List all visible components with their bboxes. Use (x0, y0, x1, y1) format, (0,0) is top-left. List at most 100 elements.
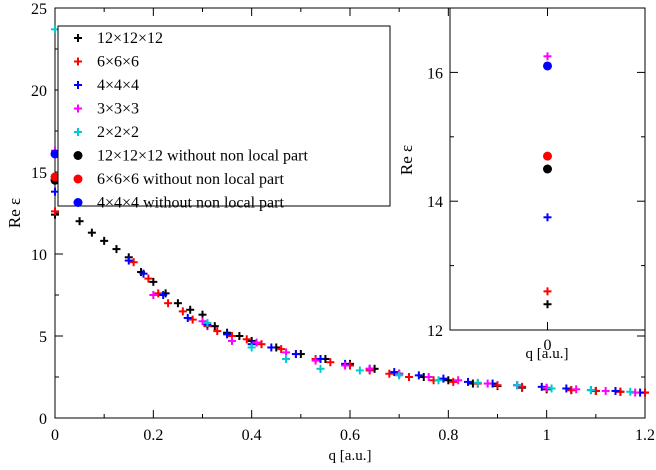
legend-marker (74, 81, 82, 89)
inset-data-point (543, 52, 552, 61)
data-point (154, 289, 163, 298)
data-point (144, 274, 153, 283)
data-point (439, 374, 448, 383)
data-point (473, 378, 482, 387)
data-point (228, 336, 236, 345)
data-point (449, 377, 458, 386)
legend-marker (73, 174, 83, 184)
data-point (188, 315, 197, 324)
data-point (282, 354, 291, 363)
inset-x-axis-label: q [a.u.] (526, 346, 569, 362)
legend-label: 2×2×2 (97, 124, 139, 141)
legend-label: 4×4×4 without non local part (97, 195, 284, 212)
inset-data-point (543, 151, 552, 161)
inset-data-point (543, 287, 552, 296)
data-point (159, 291, 168, 299)
data-point (203, 318, 212, 327)
data-point (547, 384, 556, 393)
data-point (316, 354, 325, 363)
legend-box (57, 25, 391, 207)
data-point (483, 379, 492, 388)
data-point (124, 256, 133, 265)
data-point (252, 338, 261, 347)
x-tick-label: 1.2 (635, 427, 655, 444)
inset-data-point (543, 61, 552, 71)
legend-label: 12×12×12 without non local part (97, 148, 308, 165)
data-point (385, 369, 394, 378)
data-point (434, 376, 443, 385)
data-point (51, 207, 59, 216)
data-point (414, 371, 423, 380)
main-x-axis: 0 0.2 0.4 0.6 0.8 1 1.2 (51, 8, 655, 444)
inset-data-point (543, 164, 552, 174)
data-point (178, 307, 187, 316)
legend: 12×12×12 6×6×6 4×4×4 3×3×3 2×2×2 12×12×12 wit… (73, 30, 308, 212)
data-point (365, 364, 374, 373)
x-tick-label: 0.8 (438, 427, 458, 444)
data-point (75, 217, 84, 226)
data-point (611, 386, 620, 395)
legend-marker (74, 57, 82, 66)
data-point (242, 335, 251, 344)
legend-marker (74, 34, 82, 42)
x-tick-label: 0.2 (143, 427, 163, 444)
data-point (198, 317, 207, 326)
data-point (326, 358, 335, 367)
data-point (87, 228, 96, 237)
data-point (572, 385, 581, 394)
data-point (213, 327, 222, 336)
x-tick-label: 0 (51, 427, 59, 444)
inset-x-axis: 0 (544, 8, 552, 354)
x-tick-label: 0.6 (340, 427, 360, 444)
data-point (223, 330, 232, 339)
data-point (518, 382, 527, 391)
data-point (464, 377, 472, 386)
inset-y-tick-label: 12 (427, 323, 443, 340)
data-point (355, 366, 364, 375)
data-point (257, 340, 266, 349)
data-point (129, 258, 138, 267)
data-point (247, 343, 256, 352)
data-point (100, 236, 109, 245)
y-tick-label: 0 (39, 411, 47, 428)
data-point (210, 322, 219, 331)
data-point (390, 368, 399, 377)
y-tick-label: 10 (31, 247, 47, 264)
inset-x-tick-label: 0 (544, 337, 552, 354)
data-point (173, 299, 182, 308)
data-point (235, 332, 244, 340)
data-point (267, 343, 276, 352)
legend-marker (73, 151, 83, 160)
data-point (50, 172, 60, 182)
data-point (562, 384, 571, 393)
data-point (493, 381, 502, 390)
data-point (291, 350, 300, 359)
x-tick-label: 0.4 (242, 427, 262, 444)
data-point (164, 299, 173, 308)
y-tick-label: 20 (31, 83, 47, 100)
data-point (183, 313, 192, 322)
data-point (601, 386, 610, 395)
data-point (405, 373, 413, 381)
main-data-points (50, 25, 649, 397)
main-y-axis: 0 5 10 15 20 25 (31, 1, 645, 428)
legend-marker (74, 128, 82, 136)
data-point (149, 277, 158, 286)
legend-label: 4×4×4 (97, 77, 139, 94)
data-point (444, 376, 453, 385)
data-point (186, 305, 195, 314)
legend-label: 6×6×6 without non local part (97, 171, 284, 188)
legend-label: 6×6×6 (97, 54, 139, 71)
data-point (513, 381, 522, 390)
inset-data-point (543, 300, 552, 309)
data-point (626, 387, 635, 396)
x-tick-label: 1 (543, 427, 551, 444)
inset-y-axis-label: Re ε (397, 145, 416, 175)
data-point (149, 291, 158, 299)
data-point (586, 386, 595, 395)
inset-y-axis: 12 14 16 (427, 65, 645, 340)
data-point (112, 245, 121, 254)
legend-marker (74, 104, 82, 113)
data-point (316, 364, 325, 373)
